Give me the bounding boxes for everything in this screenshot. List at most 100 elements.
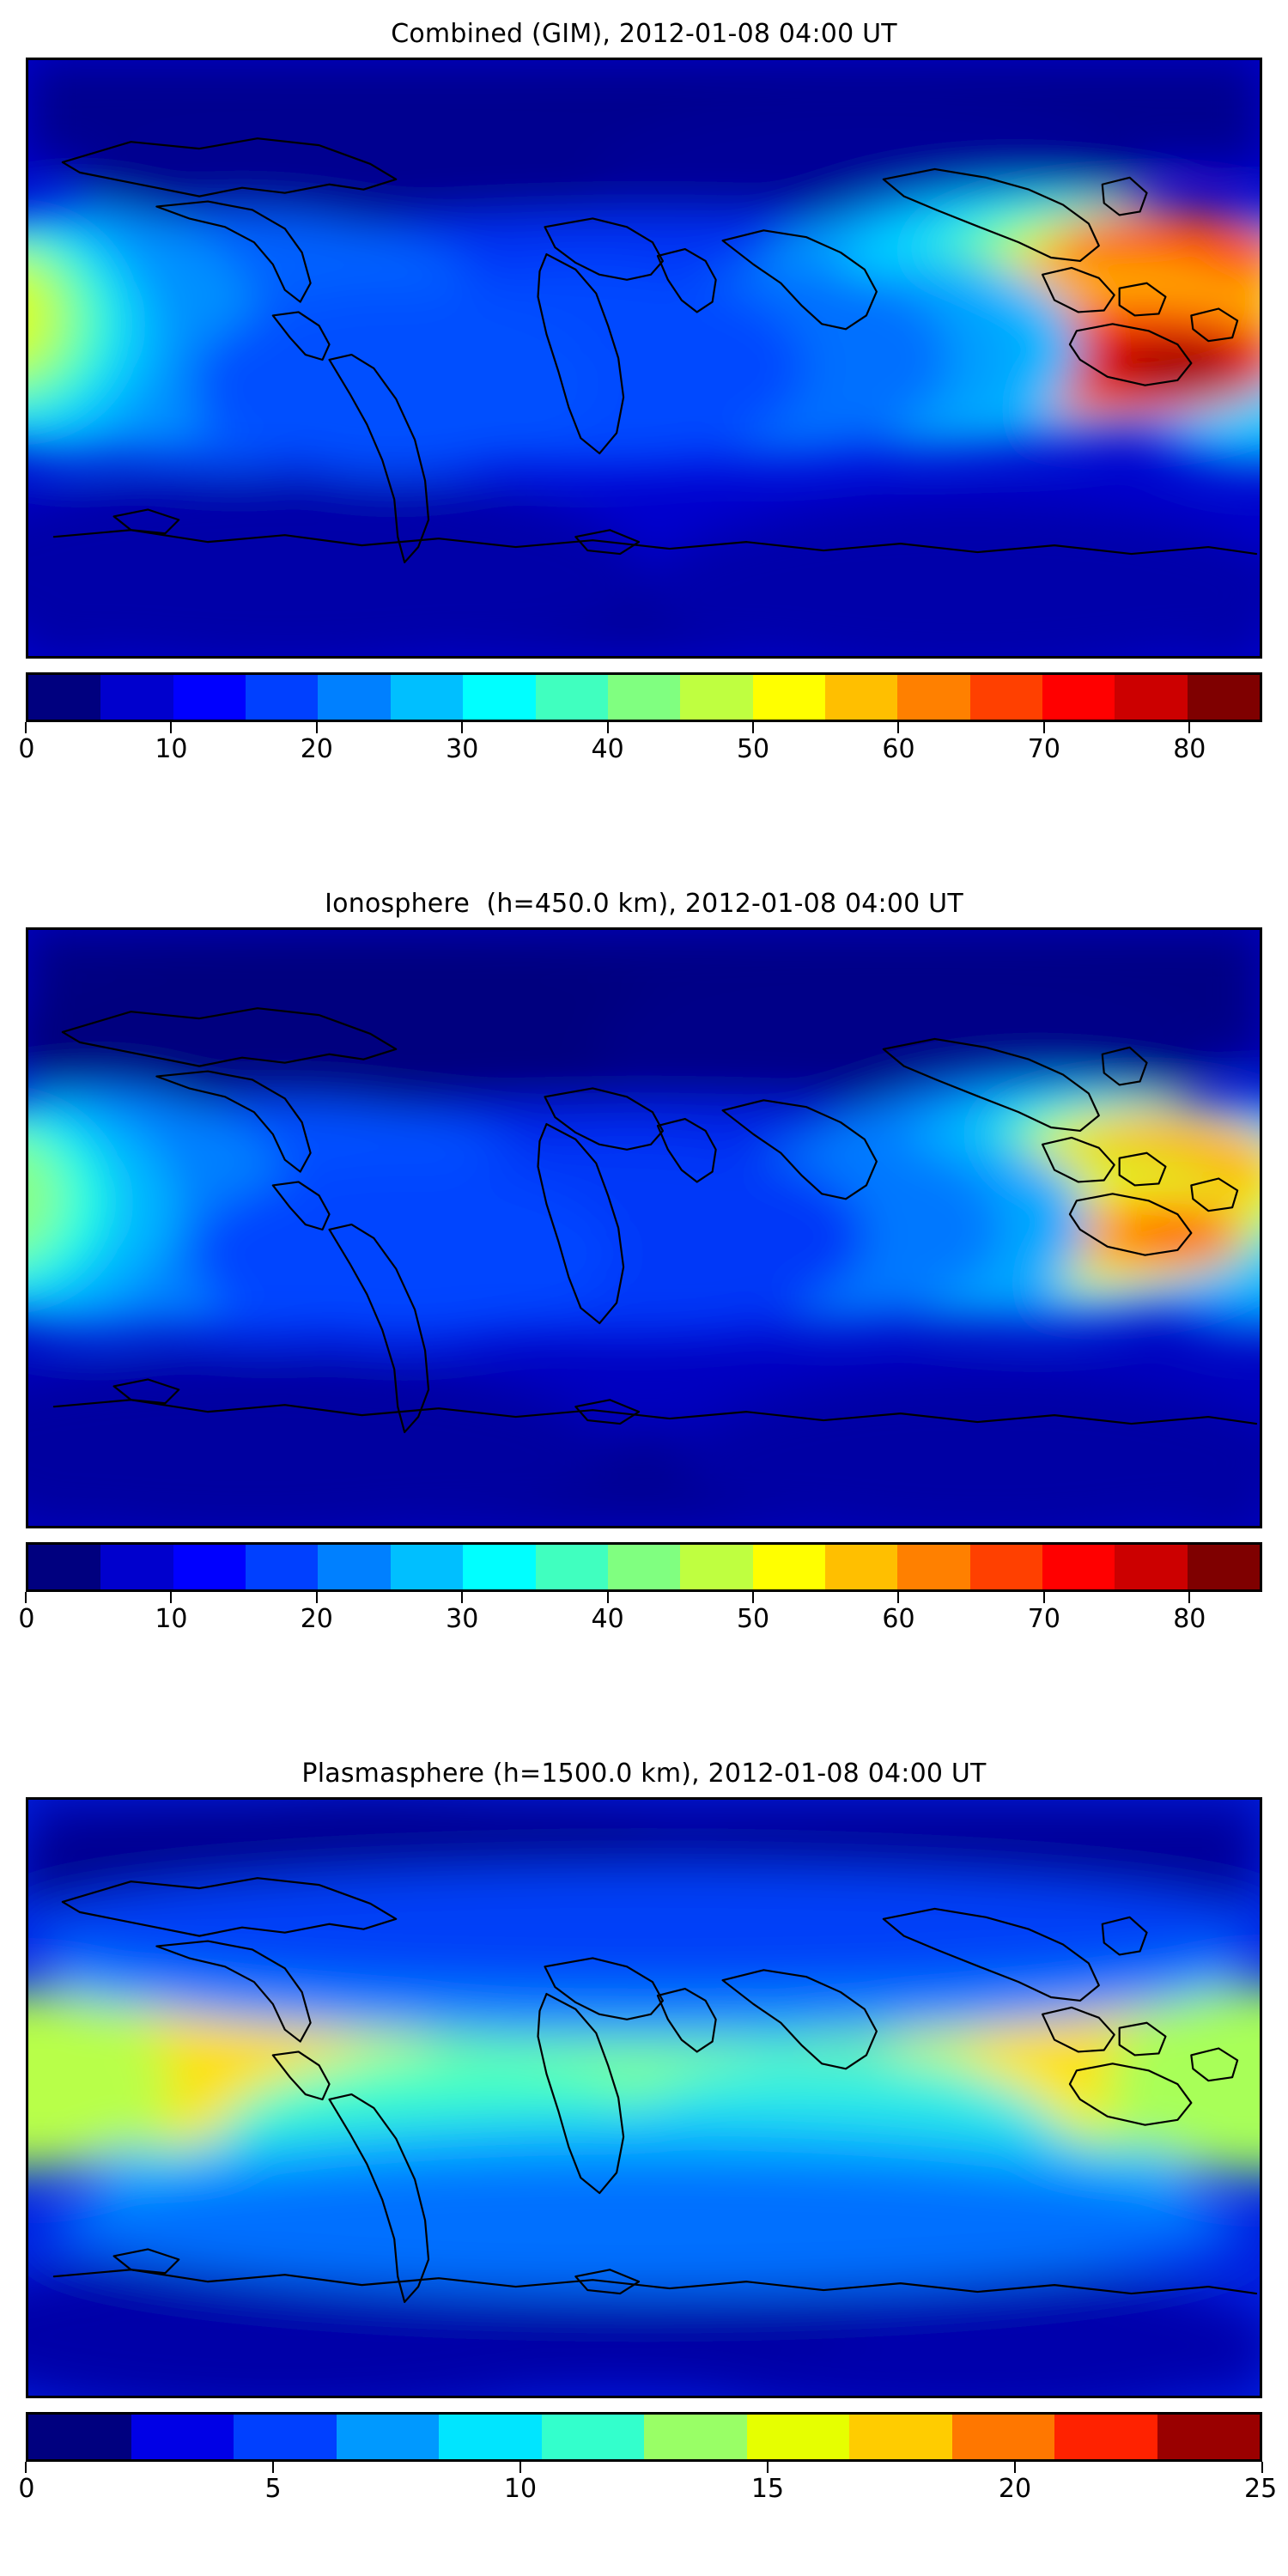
colorbar-swatch-8 bbox=[607, 1545, 681, 1589]
colorbar-swatch-10 bbox=[752, 1545, 825, 1589]
colorbar-tick-label-0: 0 bbox=[18, 734, 35, 764]
colorbar-gradient-plasmasphere bbox=[26, 2412, 1262, 2462]
colorbar-tick-5 bbox=[752, 722, 755, 733]
colorbar-tick-4 bbox=[606, 1592, 609, 1603]
colorbar-gradient-ionosphere bbox=[26, 1542, 1262, 1592]
colorbar-swatch-5 bbox=[390, 675, 464, 720]
colorbar-swatch-11 bbox=[824, 1545, 898, 1589]
colorbar-tick-label-3: 30 bbox=[446, 1604, 479, 1634]
colorbar-tick-label-0: 0 bbox=[18, 1604, 35, 1634]
colorbar-swatch-0 bbox=[28, 675, 101, 720]
colorbar-swatch-2 bbox=[173, 1545, 246, 1589]
colorbar-tick-label-5: 50 bbox=[736, 1604, 770, 1634]
coastline-overlay-plasmasphere bbox=[28, 1800, 1260, 2396]
colorbar-swatch-15 bbox=[1115, 1545, 1188, 1589]
tec-field-combined bbox=[28, 60, 1260, 656]
colorbar-swatch-12 bbox=[897, 675, 970, 720]
colorbar-tick-5 bbox=[1261, 2462, 1263, 2473]
panel-title-plasmasphere: Plasmasphere (h=1500.0 km), 2012-01-08 0… bbox=[301, 1759, 987, 1789]
colorbar-tick-0 bbox=[25, 2462, 27, 2473]
colorbar-tick-3 bbox=[461, 1592, 464, 1603]
colorbar-tick-label-5: 50 bbox=[736, 734, 770, 764]
colorbar-tick-label-8: 80 bbox=[1173, 1604, 1206, 1634]
colorbar-swatch-5 bbox=[390, 1545, 464, 1589]
colorbar-tick-label-3: 15 bbox=[750, 2474, 785, 2504]
colorbar-tick-label-7: 70 bbox=[1027, 1604, 1060, 1634]
colorbar-tick-label-2: 20 bbox=[300, 734, 333, 764]
colorbar-swatch-8 bbox=[607, 675, 681, 720]
colorbar-tick-label-1: 10 bbox=[155, 1604, 188, 1634]
colorbar-tick-1 bbox=[170, 722, 173, 733]
colorbar-swatch-16 bbox=[1187, 675, 1261, 720]
colorbar-swatch-7 bbox=[535, 675, 608, 720]
coastline-overlay-ionosphere bbox=[28, 930, 1260, 1526]
colorbar-swatch-9 bbox=[951, 2415, 1054, 2459]
colorbar-swatch-1 bbox=[100, 1545, 173, 1589]
colorbar-ticks-plasmasphere bbox=[25, 2462, 1263, 2474]
colorbar-tick-1 bbox=[272, 2462, 274, 2473]
colorbar-swatch-4 bbox=[318, 675, 391, 720]
colorbar-swatch-0 bbox=[28, 1545, 101, 1589]
colorbar-tick-label-4: 40 bbox=[591, 734, 624, 764]
colorbar-ionosphere: 0 10 20 30 40 50 60 70 80 bbox=[18, 1542, 1262, 1640]
colorbar-tick-label-1: 5 bbox=[264, 2474, 282, 2504]
colorbar-swatch-15 bbox=[1115, 675, 1188, 720]
colorbar-tick-8 bbox=[1188, 722, 1191, 733]
colorbar-swatch-10 bbox=[1054, 2415, 1157, 2459]
colorbar-swatch-3 bbox=[336, 2415, 439, 2459]
colorbar-swatch-13 bbox=[969, 675, 1043, 720]
colorbar-swatch-1 bbox=[131, 2415, 234, 2459]
colorbar-tick-3 bbox=[767, 2462, 769, 2473]
colorbar-tick-label-3: 30 bbox=[446, 734, 479, 764]
colorbar-swatch-3 bbox=[246, 675, 319, 720]
colorbar-swatch-11 bbox=[1157, 2415, 1260, 2459]
colorbar-tick-label-1: 10 bbox=[155, 734, 188, 764]
colorbar-swatch-6 bbox=[463, 675, 536, 720]
colorbar-swatch-4 bbox=[318, 1545, 391, 1589]
colorbar-tick-label-2: 10 bbox=[503, 2474, 538, 2504]
colorbar-tick-5 bbox=[752, 1592, 755, 1603]
panel-title-ionosphere: Ionosphere (h=450.0 km), 2012-01-08 04:0… bbox=[325, 889, 963, 919]
colorbar-swatch-13 bbox=[969, 1545, 1043, 1589]
tec-field-ionosphere bbox=[28, 930, 1260, 1526]
colorbar-swatch-14 bbox=[1042, 675, 1115, 720]
colorbar-tick-4 bbox=[606, 722, 609, 733]
colorbar-tick-2 bbox=[519, 2462, 521, 2473]
colorbar-swatch-12 bbox=[897, 1545, 970, 1589]
colorbar-swatch-3 bbox=[246, 1545, 319, 1589]
colorbar-swatch-6 bbox=[463, 1545, 536, 1589]
colorbar-tick-6 bbox=[897, 722, 900, 733]
colorbar-swatch-14 bbox=[1042, 1545, 1115, 1589]
colorbar-swatch-5 bbox=[541, 2415, 644, 2459]
colorbar-ticks-ionosphere bbox=[25, 1592, 1262, 1604]
colorbar-swatch-2 bbox=[234, 2415, 337, 2459]
colorbar-tick-3 bbox=[461, 722, 464, 733]
colorbar-swatch-9 bbox=[680, 675, 753, 720]
colorbar-tick-2 bbox=[315, 1592, 318, 1603]
colorbar-ticks-combined bbox=[25, 722, 1262, 734]
colorbar-plasmasphere: 0 5 10 15 20 25 bbox=[18, 2412, 1277, 2510]
colorbar-tick-label-8: 80 bbox=[1173, 734, 1206, 764]
panel-title-combined-gim: Combined (GIM), 2012-01-08 04:00 UT bbox=[391, 19, 897, 49]
colorbar-tick-0 bbox=[25, 722, 27, 733]
colorbar-tick-4 bbox=[1014, 2462, 1016, 2473]
colorbar-tick-label-7: 70 bbox=[1027, 734, 1060, 764]
colorbar-swatch-7 bbox=[535, 1545, 608, 1589]
colorbar-tick-6 bbox=[897, 1592, 900, 1603]
colorbar-tick-7 bbox=[1042, 1592, 1045, 1603]
colorbar-tick-label-4: 20 bbox=[998, 2474, 1032, 2504]
colorbar-swatch-16 bbox=[1187, 1545, 1261, 1589]
colorbar-swatch-11 bbox=[824, 675, 898, 720]
colorbar-tick-7 bbox=[1042, 722, 1045, 733]
colorbar-swatch-2 bbox=[173, 675, 246, 720]
colorbar-swatch-9 bbox=[680, 1545, 753, 1589]
colorbar-tick-label-5: 25 bbox=[1243, 2474, 1278, 2504]
colorbar-tick-8 bbox=[1188, 1592, 1191, 1603]
colorbar-tick-0 bbox=[25, 1592, 27, 1603]
colorbar-tick-2 bbox=[315, 722, 318, 733]
colorbar-swatch-4 bbox=[439, 2415, 542, 2459]
colorbar-tick-labels-combined: 0 10 20 30 40 50 60 70 80 bbox=[18, 734, 1262, 770]
colorbar-tick-labels-ionosphere: 0 10 20 30 40 50 60 70 80 bbox=[18, 1604, 1262, 1640]
colorbar-swatch-10 bbox=[752, 675, 825, 720]
colorbar-swatch-0 bbox=[28, 2415, 131, 2459]
